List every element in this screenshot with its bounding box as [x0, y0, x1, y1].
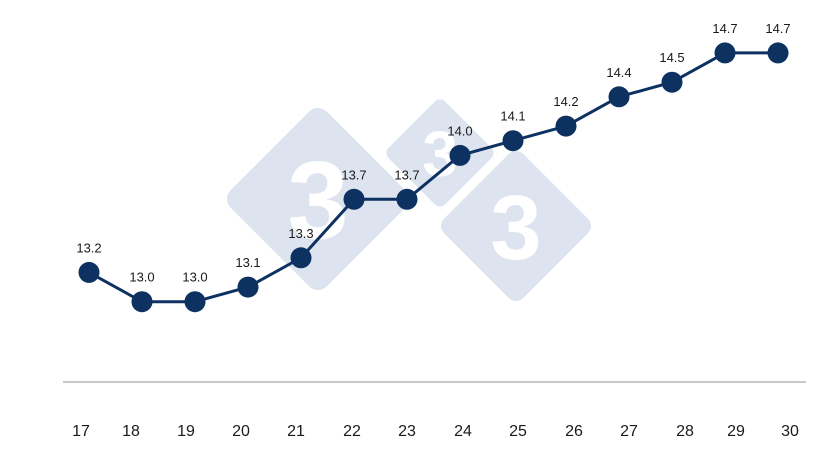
- data-point: [237, 276, 259, 298]
- data-point: [78, 261, 100, 283]
- watermark-diamond-shape: [386, 99, 494, 207]
- data-label: 13.1: [235, 255, 260, 270]
- x-tick-label: 26: [565, 423, 583, 440]
- data-label: 13.2: [76, 240, 101, 255]
- data-point: [767, 42, 789, 64]
- data-label: 14.2: [553, 94, 578, 109]
- x-tick-label: 24: [454, 423, 472, 440]
- data-label: 13.7: [341, 167, 366, 182]
- data-label: 14.0: [447, 123, 472, 138]
- watermark-diamond: 3: [440, 150, 592, 302]
- data-point: [502, 130, 524, 152]
- watermark-logo: 3 33: [226, 99, 592, 302]
- data-point: [184, 291, 206, 313]
- watermark-diamond-shape: [440, 150, 592, 302]
- data-labels: 13.2 13.0 13.0 13.1 13.3 13.7 13.7 14.0 14.1 14.2…: [76, 21, 790, 285]
- data-label: 13.0: [129, 270, 154, 285]
- data-label: 14.4: [606, 65, 631, 80]
- data-point: [396, 188, 418, 210]
- data-label: 13.7: [394, 167, 419, 182]
- data-point: [661, 71, 683, 93]
- x-tick-label: 18: [122, 423, 140, 440]
- data-point: [290, 247, 312, 269]
- data-points: [78, 42, 789, 313]
- data-label: 13.3: [288, 226, 313, 241]
- data-label: 14.1: [500, 109, 525, 124]
- x-tick-label: 28: [676, 423, 694, 440]
- x-tick-label: 23: [398, 423, 416, 440]
- data-point: [555, 115, 577, 137]
- data-point: [131, 291, 153, 313]
- data-point: [343, 188, 365, 210]
- data-label: 14.7: [712, 21, 737, 36]
- watermark-diamond-shape: [226, 107, 410, 291]
- x-tick-label: 29: [727, 423, 745, 440]
- data-point: [714, 42, 736, 64]
- watermark-digit: 3: [490, 177, 541, 279]
- data-label: 14.7: [765, 21, 790, 36]
- x-tick-label: 17: [72, 423, 90, 440]
- x-tick-label: 22: [343, 423, 361, 440]
- x-tick-label: 30: [781, 423, 799, 440]
- x-tick-label: 25: [509, 423, 527, 440]
- watermark-digit: 3: [287, 140, 348, 263]
- data-point: [449, 144, 471, 166]
- x-tick-label: 19: [177, 423, 195, 440]
- data-point: [608, 86, 630, 108]
- data-label: 13.0: [182, 270, 207, 285]
- data-label: 14.5: [659, 50, 684, 65]
- x-tick-label: 20: [232, 423, 250, 440]
- x-tick-label: 21: [287, 423, 305, 440]
- x-tick-labels: 17 18 19 20 21 22 23 24 25 26 27 28 29 30: [72, 423, 799, 440]
- watermark-diamond: 3: [226, 107, 410, 291]
- x-tick-label: 27: [620, 423, 638, 440]
